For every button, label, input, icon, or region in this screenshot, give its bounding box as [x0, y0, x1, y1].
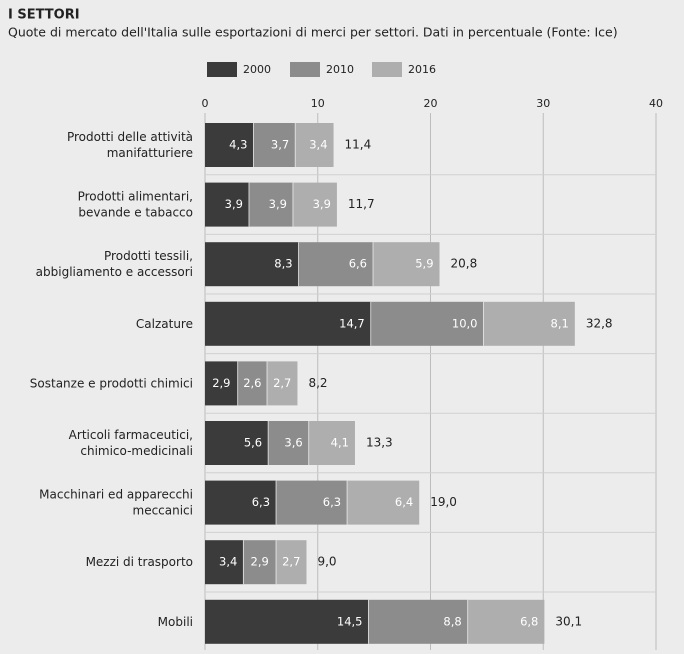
x-tick-label: 20 — [424, 97, 438, 110]
category-label: Mobili — [158, 614, 193, 628]
value-label: 2,9 — [251, 555, 269, 569]
value-label: 6,3 — [323, 495, 341, 509]
value-label: 10,0 — [452, 316, 478, 330]
value-label: 2,6 — [243, 376, 261, 390]
value-label: 2,7 — [282, 555, 300, 569]
value-label: 14,7 — [339, 316, 365, 330]
value-label: 3,9 — [225, 197, 243, 211]
value-label: 2,7 — [273, 376, 291, 390]
bar-segment — [205, 480, 277, 525]
value-label: 3,4 — [309, 138, 327, 152]
x-tick-label: 10 — [311, 97, 325, 110]
legend-label: 2016 — [408, 63, 436, 76]
bar-segment — [276, 540, 307, 585]
legend-label: 2000 — [243, 63, 271, 76]
value-label: 3,7 — [271, 138, 289, 152]
bar-segment — [205, 242, 299, 287]
category-label: Calzature — [136, 316, 193, 330]
x-tick-label: 40 — [649, 97, 663, 110]
total-label: 19,0 — [430, 495, 457, 509]
bar-segment — [298, 242, 373, 287]
value-label: 14,5 — [337, 614, 363, 628]
value-label: 4,1 — [331, 436, 349, 450]
value-label: 3,9 — [313, 197, 331, 211]
category-label: Mezzi di trasporto — [86, 555, 193, 569]
bar-segment — [308, 421, 355, 465]
bar-segment — [243, 540, 277, 585]
value-label: 4,3 — [229, 138, 247, 152]
bar-segment — [268, 421, 309, 465]
bar-segment — [205, 182, 249, 227]
bar-segment — [267, 361, 298, 406]
bar-segment — [205, 123, 254, 167]
value-label: 3,9 — [269, 197, 287, 211]
value-label: 8,8 — [443, 614, 461, 628]
total-label: 11,7 — [348, 197, 375, 211]
value-label: 5,9 — [415, 257, 433, 271]
bar-segment — [295, 123, 334, 167]
legend-swatch — [207, 62, 237, 77]
bar-segment — [347, 480, 420, 525]
category-label: Macchinari ed apparecchi meccanici — [39, 487, 193, 517]
total-label: 11,4 — [345, 138, 372, 152]
value-label: 6,4 — [395, 495, 413, 509]
bar-segment — [292, 182, 337, 227]
category-label: Sostanze e prodotti chimici — [30, 376, 193, 390]
legend-label: 2010 — [326, 63, 354, 76]
bar-segment — [205, 301, 371, 346]
legend-swatch — [372, 62, 402, 77]
total-label: 32,8 — [586, 316, 613, 330]
legend-swatch — [290, 62, 320, 77]
value-label: 8,1 — [551, 316, 569, 330]
value-label: 6,8 — [520, 614, 538, 628]
category-label: Prodotti tessili, abbigliamento e accesso… — [36, 249, 193, 279]
value-label: 8,3 — [274, 257, 292, 271]
total-label: 13,3 — [366, 436, 393, 450]
total-label: 9,0 — [317, 555, 336, 569]
category-label: Articoli farmaceutici, chimico-medicinali — [69, 428, 193, 458]
value-label: 3,4 — [219, 555, 237, 569]
bar-segment — [205, 421, 269, 465]
value-label: 6,3 — [252, 495, 270, 509]
x-tick-label: 30 — [536, 97, 550, 110]
bar-segment — [368, 599, 468, 644]
bar-segment — [467, 599, 545, 644]
x-tick-label: 0 — [202, 97, 209, 110]
bar-segment — [205, 599, 369, 644]
bar-segment — [237, 361, 268, 406]
value-label: 2,9 — [212, 376, 230, 390]
bar-segment — [205, 361, 238, 406]
value-label: 5,6 — [244, 436, 262, 450]
total-label: 20,8 — [451, 257, 478, 271]
category-label: Prodotti delle attività manifatturiere — [67, 130, 193, 160]
total-label: 30,1 — [555, 614, 582, 628]
bar-segment — [248, 182, 293, 227]
total-label: 8,2 — [308, 376, 327, 390]
bar-segment — [370, 301, 484, 346]
value-label: 3,6 — [284, 436, 302, 450]
value-label: 6,6 — [349, 257, 367, 271]
bar-segment — [372, 242, 440, 287]
bar-segment — [483, 301, 575, 346]
chart-subtitle: Quote di mercato dell'Italia sulle espor… — [8, 25, 618, 40]
category-label: Prodotti alimentari, bevande e tabacco — [78, 189, 193, 219]
bar-segment — [205, 540, 244, 585]
chart-title: I SETTORI — [8, 8, 80, 23]
bar-segment — [276, 480, 348, 525]
bar-segment — [253, 123, 296, 167]
